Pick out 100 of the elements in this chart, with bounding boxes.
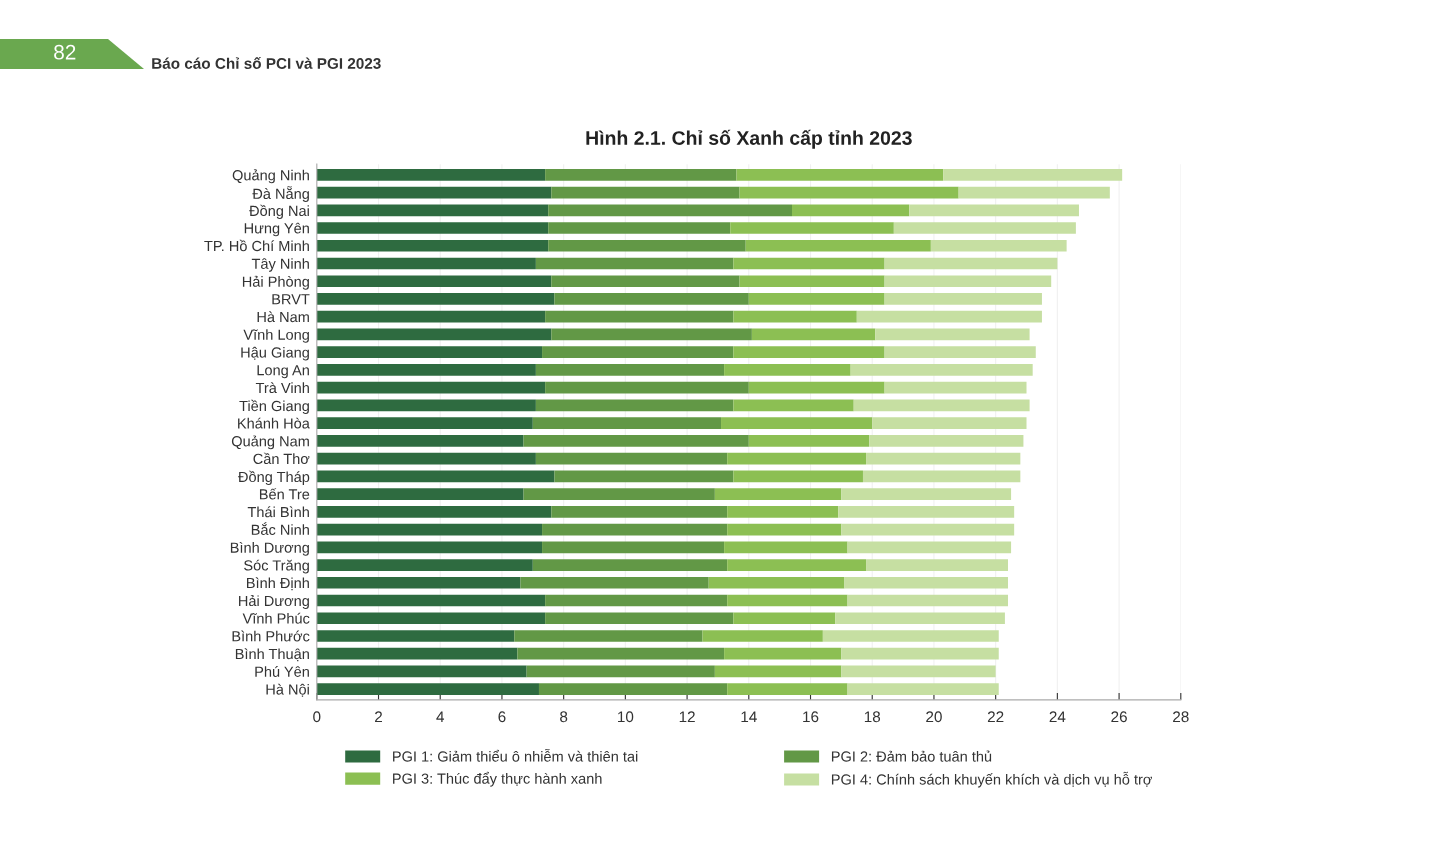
bar (884, 346, 1036, 359)
bar (316, 346, 543, 359)
legend-label: PGI 1: Giảm thiểu ô nhiễm và thiên tai (393, 748, 638, 762)
bar (869, 435, 1024, 447)
y-tick-label: Hải Dương (239, 595, 309, 609)
y-tick-label: TP. Hồ Chí Minh (204, 239, 309, 252)
bar (520, 576, 709, 589)
bar (316, 470, 555, 483)
bar (875, 328, 1030, 341)
bar (316, 275, 552, 288)
bar (316, 257, 536, 270)
bar (548, 239, 746, 252)
bar (551, 186, 740, 199)
bar (792, 204, 910, 217)
bar (727, 559, 867, 571)
bar (551, 505, 728, 518)
bar (517, 647, 725, 660)
x-tick-label: 24 (1049, 711, 1066, 723)
legend-label: PGI 2: Đảm bảo tuân thủ (831, 750, 992, 762)
y-tick-label: Bình Định (247, 577, 309, 591)
bar (841, 665, 996, 678)
bar (708, 576, 845, 589)
bar (316, 168, 546, 181)
y-tick-label: Trà Vinh (255, 382, 309, 394)
bar (884, 257, 1058, 270)
bar (316, 435, 524, 447)
bar (721, 417, 873, 429)
bar (316, 239, 549, 252)
bar (316, 399, 536, 412)
bar (535, 364, 725, 376)
bar (866, 452, 1021, 465)
y-tick-label: Cần Thơ (253, 452, 310, 465)
bar (542, 541, 725, 554)
y-tick-label: Hà Nội (266, 683, 309, 697)
bar (739, 186, 959, 199)
bar (856, 310, 1042, 323)
bar (538, 683, 728, 696)
bar (724, 541, 848, 554)
bar (548, 204, 792, 217)
bar (514, 630, 703, 642)
bar (724, 647, 842, 660)
y-tick-label: Quảng Ninh (232, 169, 309, 184)
x-tick-label: 18 (864, 711, 881, 723)
x-tick-label: 20 (926, 711, 942, 723)
bar (727, 594, 848, 607)
x-tick-label: 22 (987, 711, 1004, 723)
y-tick-label: Bắc Ninh (251, 522, 309, 535)
bar (535, 452, 728, 465)
bar (545, 168, 737, 181)
bar (316, 452, 536, 465)
bar (835, 612, 1005, 625)
y-tick-label: Sóc Trăng (244, 559, 309, 574)
y-tick-label: Quảng Nam (231, 435, 309, 450)
y-tick-label: Bình Thuận (235, 648, 309, 662)
bar (745, 239, 931, 252)
bar (316, 293, 555, 305)
bar (841, 488, 1012, 500)
bar (727, 683, 848, 696)
bar (841, 523, 1015, 536)
bar (884, 381, 1027, 394)
bar (853, 399, 1030, 412)
bar (748, 293, 885, 305)
x-tick-label: 10 (618, 711, 634, 723)
bar (316, 204, 549, 217)
bar (316, 505, 552, 518)
bar (862, 470, 1021, 483)
bar (316, 222, 549, 234)
y-tick-label: Vĩnh Phúc (242, 612, 310, 624)
y-tick-label: Đồng Nai (249, 204, 309, 219)
bar (526, 665, 715, 678)
x-tick-label: 2 (375, 711, 382, 723)
bar (316, 186, 552, 199)
bar (316, 683, 539, 696)
bar (316, 523, 543, 536)
bar (545, 594, 728, 607)
bar (316, 541, 543, 554)
y-tick-label: Hà Nam (257, 311, 309, 323)
bar (316, 310, 546, 323)
bar (847, 683, 999, 696)
bar (727, 523, 842, 536)
bar (943, 168, 1123, 181)
legend-label: PGI 4: Chính sách khuyến khích và dịch vụ hỗ trợ (831, 771, 1152, 788)
bar (316, 665, 527, 678)
y-tick-label: Khánh Hòa (238, 417, 310, 429)
bar (316, 364, 536, 376)
y-tick-label: Đồng Tháp (238, 470, 310, 485)
bar (733, 399, 854, 412)
x-tick-label: 8 (560, 711, 568, 723)
bar (847, 594, 1008, 607)
y-tick-label: Bình Phước (232, 630, 310, 642)
bar (523, 488, 715, 500)
bar (535, 257, 734, 270)
bar (316, 488, 524, 500)
bar (316, 417, 533, 429)
y-tick-label: Thái Bình (247, 506, 309, 518)
bar (316, 328, 552, 341)
bar (739, 275, 885, 288)
bar (551, 328, 752, 341)
y-tick-label: Phú Yên (255, 666, 309, 677)
y-tick-label: Vĩnh Long (243, 329, 309, 343)
